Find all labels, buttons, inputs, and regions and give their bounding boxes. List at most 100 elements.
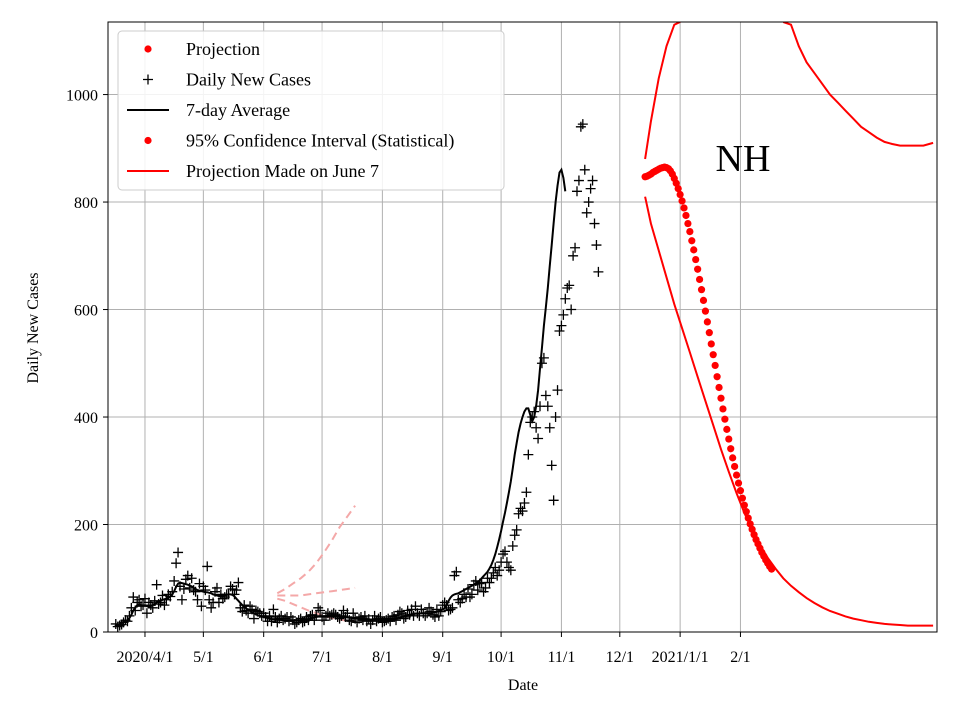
daily-case-point: [151, 579, 162, 590]
daily-case-point: [348, 608, 359, 619]
projection-point: [684, 219, 692, 228]
daily-case-point: [577, 119, 588, 130]
daily-case-point: [573, 175, 584, 186]
daily-case-point: [554, 326, 565, 337]
series-group: [110, 22, 934, 632]
legend-label: 95% Confidence Interval (Statistical): [186, 131, 454, 152]
daily-case-point: [239, 600, 250, 611]
projection-point: [721, 415, 729, 423]
daily-case-point: [211, 582, 222, 593]
daily-case-point: [171, 558, 182, 569]
projection-point: [736, 487, 745, 495]
projection-point: [731, 462, 739, 471]
projection-point: [703, 318, 711, 326]
daily-case-point: [433, 610, 444, 621]
daily-case-point: [536, 358, 547, 369]
daily-case-point: [480, 582, 491, 593]
daily-case-point: [200, 585, 211, 596]
daily-case-point: [206, 602, 217, 613]
projection-point: [701, 307, 710, 315]
daily-case-point: [533, 433, 544, 444]
daily-case-point: [268, 604, 279, 615]
daily-case-point: [169, 575, 180, 586]
projection-point: [682, 211, 690, 220]
plot-frame: [107, 21, 938, 633]
legend-label: Projection Made on June 7: [186, 161, 379, 181]
x-tick-label: 2021/1/1: [652, 649, 709, 666]
projection-point: [767, 565, 776, 573]
daily-case-point: [196, 601, 207, 612]
projection-point: [729, 454, 737, 462]
y-tick-label: 0: [90, 625, 98, 642]
daily-case-point: [579, 164, 590, 175]
x-tick-label: 6/1: [253, 649, 273, 666]
daily-case-point: [233, 577, 244, 588]
daily-case-point: [540, 390, 551, 401]
projection-point: [725, 435, 733, 443]
projection-point: [719, 405, 727, 413]
daily-case-point: [589, 218, 600, 229]
x-tick-label: 7/1: [312, 649, 332, 666]
early-projection-upper-line: [276, 505, 356, 595]
projection-point: [711, 361, 719, 370]
projection-point: [732, 471, 741, 479]
daily-case-point: [394, 606, 405, 617]
projection-point: [690, 246, 698, 254]
legend-dot-marker: [144, 136, 152, 145]
x-tick-label: 10/1: [487, 649, 515, 666]
daily-case-point: [492, 570, 503, 581]
confidence-upper-line: [644, 22, 681, 160]
daily-case-point: [568, 250, 579, 261]
projection-point: [734, 479, 743, 487]
x-tick-label: 2020/4/1: [117, 649, 174, 666]
plot-series: [110, 22, 934, 632]
daily-case-point: [548, 495, 559, 506]
daily-case-point: [570, 242, 581, 253]
projection-point: [738, 494, 746, 502]
projection-point: [676, 190, 684, 199]
daily-case-point: [398, 613, 409, 624]
legend-dot-marker: [144, 45, 152, 53]
legend-plus-marker: [143, 74, 153, 85]
early-projection-middle-line: [277, 586, 356, 597]
legend-box: [117, 30, 505, 191]
daily-case-point: [562, 283, 573, 294]
y-tick-label: 600: [74, 303, 98, 320]
projection-point: [697, 286, 706, 294]
daily-case-point: [499, 546, 510, 557]
confidence-lower-line: [644, 196, 934, 627]
projection-point: [699, 296, 708, 304]
confidence-upper-right-line: [782, 22, 934, 147]
projection-point: [740, 501, 748, 509]
x-tick-label: 11/1: [547, 649, 575, 666]
projection-point: [713, 373, 721, 381]
x-axis-title: Date: [508, 677, 538, 694]
projection-point: [674, 185, 682, 193]
daily-case-point: [391, 615, 402, 626]
daily-case-point: [571, 186, 582, 197]
daily-case-point: [593, 266, 604, 277]
y-tick-label: 800: [74, 195, 98, 212]
daily-case-point: [525, 417, 536, 428]
daily-case-point: [552, 385, 563, 396]
daily-case-point: [385, 616, 396, 627]
daily-case-point: [128, 592, 139, 603]
projection-point: [709, 351, 717, 359]
daily-case-point: [484, 577, 495, 588]
daily-case-point: [542, 401, 553, 412]
projection-point: [688, 237, 696, 245]
daily-case-point: [585, 183, 596, 194]
region-label: NH: [716, 138, 771, 180]
projection-point: [744, 514, 752, 522]
daily-case-point: [546, 460, 557, 471]
daily-case-point: [566, 304, 577, 315]
x-tick-label: 9/1: [432, 649, 452, 666]
daily-case-point: [521, 487, 532, 498]
y-axis-title: Daily New Cases: [25, 272, 42, 383]
projection-point: [694, 265, 702, 273]
projection-point: [742, 508, 750, 516]
daily-case-point: [550, 412, 561, 423]
legend-label: Projection: [186, 39, 260, 59]
daily-case-point: [560, 293, 571, 304]
